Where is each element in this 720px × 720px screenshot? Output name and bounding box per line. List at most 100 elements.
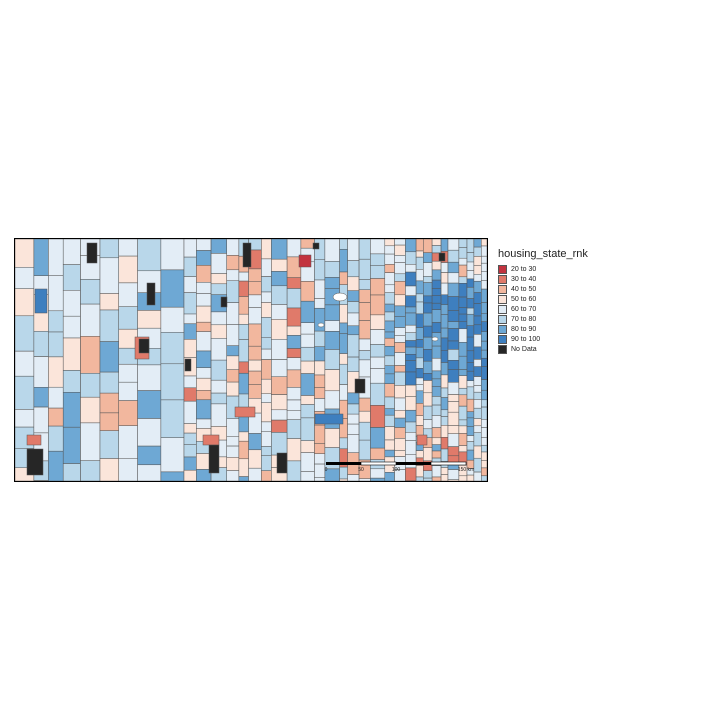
map-region <box>431 279 442 289</box>
map-region <box>473 292 482 304</box>
map-region <box>423 380 433 394</box>
map-region <box>473 445 482 459</box>
map-region <box>423 419 433 430</box>
map-region <box>183 444 197 458</box>
map-region <box>440 294 449 305</box>
map-region <box>99 458 119 481</box>
map-region <box>440 416 449 426</box>
map-region <box>440 239 449 252</box>
map-region <box>384 303 395 313</box>
map-region <box>473 391 482 400</box>
map-region <box>286 307 302 327</box>
map-region <box>196 350 212 368</box>
map-region <box>261 470 272 481</box>
map-region <box>347 325 360 336</box>
map-region <box>238 440 249 460</box>
map-region <box>261 276 272 293</box>
map-region <box>431 309 442 323</box>
legend-items: 20 to 30 30 to 40 40 to 50 50 to 60 60 to 70… <box>498 264 588 354</box>
map-region <box>248 467 262 481</box>
map-region <box>431 288 442 296</box>
map-region <box>384 408 395 416</box>
map-region <box>466 278 475 288</box>
legend-item: 20 to 30 <box>498 264 588 274</box>
map-region <box>405 271 417 287</box>
scale-bar-label: 100 <box>392 467 401 473</box>
map-panel: 0 50 100 150 km <box>14 238 488 482</box>
map-region <box>473 418 482 427</box>
map-region <box>405 340 417 348</box>
map-region <box>48 239 64 276</box>
map-region <box>196 250 212 266</box>
map-region <box>405 285 417 296</box>
map-region <box>226 269 240 282</box>
map-region <box>347 413 360 425</box>
map-region <box>226 255 240 271</box>
map-region <box>347 276 360 291</box>
no-data-region <box>146 282 156 306</box>
map-region <box>324 447 340 470</box>
map-region <box>183 323 197 340</box>
map-region <box>481 239 487 247</box>
map-region <box>458 445 468 453</box>
map-region <box>210 283 227 295</box>
map-region <box>440 314 449 329</box>
map-region <box>314 413 344 425</box>
map-region <box>33 356 49 388</box>
map-region <box>300 347 315 362</box>
map-region <box>210 338 227 361</box>
map-region <box>358 439 371 461</box>
map-region <box>347 403 360 415</box>
map-region <box>62 426 81 464</box>
map-region <box>423 262 433 277</box>
map-region <box>271 319 288 340</box>
map-region <box>458 257 468 266</box>
map-region <box>384 449 395 458</box>
map-region <box>339 466 348 480</box>
map-region <box>415 280 424 295</box>
map-region <box>210 239 227 254</box>
map-region <box>196 418 212 429</box>
map-region <box>466 441 475 451</box>
map-region <box>370 427 386 449</box>
map-region <box>248 281 262 296</box>
map-region <box>26 434 42 446</box>
map-region <box>99 371 119 394</box>
legend-label: 80 to 90 <box>511 325 537 333</box>
scale-bar: 0 50 100 150 km <box>325 461 474 473</box>
map-region <box>415 256 424 270</box>
map-region <box>62 370 81 393</box>
map-region <box>466 307 475 315</box>
map-region <box>339 384 348 401</box>
map-region <box>431 404 442 416</box>
map-region <box>226 470 240 481</box>
map-region <box>458 296 468 308</box>
map-region <box>394 294 406 307</box>
map-region <box>394 273 406 282</box>
map-region <box>118 255 138 284</box>
map-region <box>447 479 460 481</box>
map-region <box>481 262 487 272</box>
map-region <box>314 346 326 362</box>
map-region <box>248 384 262 399</box>
map-region <box>481 340 487 351</box>
no-data-region <box>438 252 446 262</box>
map-region <box>370 405 386 428</box>
map-region <box>394 438 406 451</box>
map-region <box>405 384 417 397</box>
map-region <box>118 381 138 401</box>
map-region <box>183 375 197 389</box>
map-region <box>447 261 460 274</box>
map-region <box>423 302 433 314</box>
map-region <box>481 366 487 380</box>
map-region <box>238 339 249 363</box>
map-region <box>394 450 406 457</box>
map-region <box>286 438 302 462</box>
legend-item: 30 to 40 <box>498 274 588 284</box>
no-data-region <box>312 242 320 250</box>
legend-label: 20 to 30 <box>511 265 537 273</box>
map-region <box>440 337 449 351</box>
map-region <box>80 396 101 424</box>
map-region <box>384 365 395 375</box>
map-region <box>447 239 460 251</box>
